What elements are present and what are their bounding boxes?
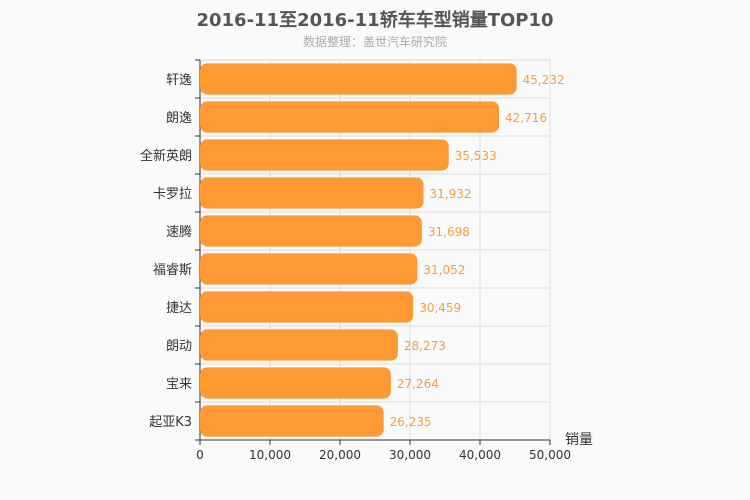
x-tick-label: 30,000 [389, 448, 431, 462]
value-label: 45,232 [523, 73, 565, 87]
value-label: 28,273 [404, 339, 446, 353]
category-label: 卡罗拉 [153, 187, 192, 202]
value-label: 27,264 [397, 377, 439, 391]
x-tick-label: 10,000 [249, 448, 291, 462]
chart-title: 2016-11至2016-11轿车车型销量TOP10 [196, 10, 554, 31]
value-label: 31,052 [423, 263, 465, 277]
x-tick-label: 20,000 [319, 448, 361, 462]
value-label: 31,698 [428, 225, 470, 239]
value-label: 42,716 [505, 111, 547, 125]
category-label: 宝来 [166, 377, 192, 392]
bar [200, 405, 384, 437]
value-label: 31,932 [430, 187, 472, 201]
category-label: 起亚K3 [149, 415, 192, 430]
x-tick-label: 50,000 [529, 448, 571, 462]
bar [200, 329, 398, 361]
value-label: 26,235 [390, 415, 432, 429]
category-label: 朗逸 [166, 111, 192, 126]
category-label: 捷达 [166, 301, 192, 316]
x-tick-label: 40,000 [459, 448, 501, 462]
x-tick-label: 0 [196, 448, 204, 462]
bar [200, 63, 517, 95]
bar [200, 253, 418, 285]
category-label: 福睿斯 [153, 263, 192, 278]
category-label: 全新英朗 [140, 148, 192, 164]
category-label: 速腾 [166, 224, 192, 240]
value-label: 30,459 [419, 301, 461, 315]
bar [200, 215, 422, 247]
chart-subtitle: 数据整理：盖世汽车研究院 [302, 35, 447, 49]
x-axis-name: 销量 [565, 432, 593, 448]
bar [200, 101, 500, 133]
bar [200, 139, 449, 171]
bar [200, 177, 424, 209]
bar [200, 291, 414, 323]
bar [200, 367, 391, 399]
value-label: 35,533 [455, 149, 497, 163]
category-label: 轩逸 [166, 73, 192, 88]
category-label: 朗动 [166, 339, 192, 354]
